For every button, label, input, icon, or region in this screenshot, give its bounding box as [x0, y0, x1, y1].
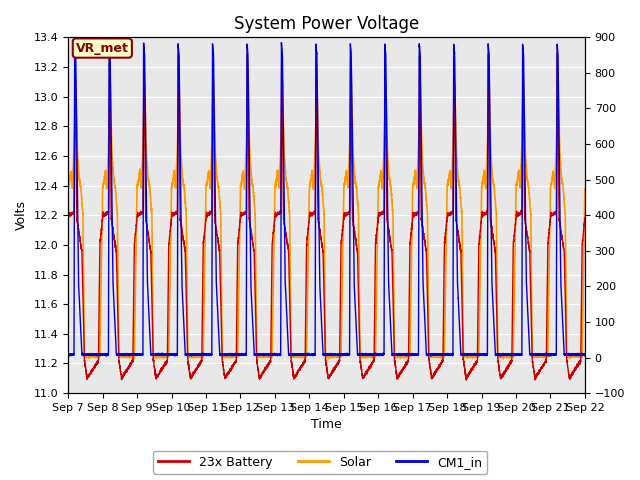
- Y-axis label: Volts: Volts: [15, 200, 28, 230]
- Text: VR_met: VR_met: [76, 42, 129, 55]
- Title: System Power Voltage: System Power Voltage: [234, 15, 419, 33]
- Legend: 23x Battery, Solar, CM1_in: 23x Battery, Solar, CM1_in: [153, 451, 487, 474]
- X-axis label: Time: Time: [311, 419, 342, 432]
